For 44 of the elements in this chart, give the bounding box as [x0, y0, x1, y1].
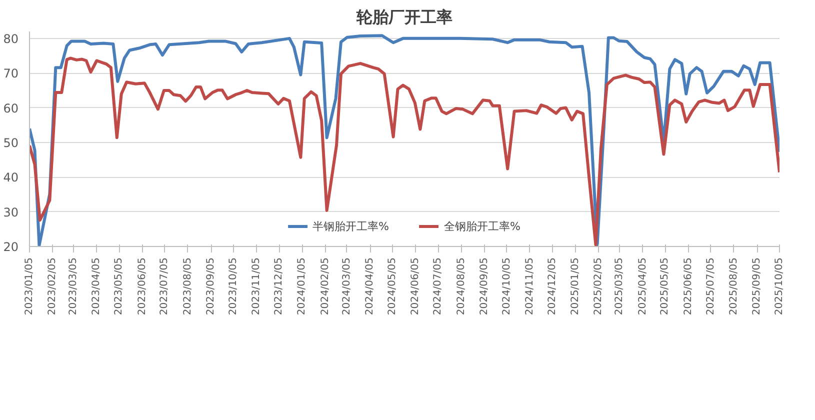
y-tick-label: 20: [3, 240, 19, 254]
x-tick-label: 2024/05/05: [387, 257, 398, 316]
y-tick-label: 60: [3, 101, 19, 116]
x-tick-label: 2024/02/05: [320, 257, 331, 316]
x-tick-label: 2023/01/05: [24, 257, 35, 316]
y-tick-label: 70: [3, 66, 19, 81]
x-tick-label: 2025/08/05: [728, 257, 740, 316]
legend-label: 半钢胎开工率%: [312, 218, 389, 234]
x-tick-label: 2024/11/05: [524, 257, 536, 316]
y-tick-label: 40: [3, 170, 19, 185]
x-tick-label: 2024/12/05: [546, 257, 558, 316]
x-tick-label: 2025/06/05: [682, 257, 694, 316]
x-tick-label: 2023/12/05: [274, 257, 284, 316]
legend-label: 全钢胎开工率%: [444, 218, 520, 234]
x-tick-label: 2025/10/05: [774, 257, 785, 316]
x-tick-label: 2023/03/05: [68, 257, 80, 316]
x-tick-label: 2025/02/05: [593, 257, 604, 316]
y-tick-label: 80: [3, 32, 19, 46]
x-tick-label: 2023/02/05: [47, 257, 58, 316]
x-tick-label: 2024/07/05: [432, 257, 444, 316]
chart-title: 轮胎厂开工率: [356, 8, 452, 26]
x-tick-label: 2024/09/05: [478, 257, 490, 316]
y-tick-label: 50: [3, 136, 19, 150]
x-tick-label: 2023/06/05: [136, 257, 148, 316]
x-tick-label: 2024/06/05: [410, 257, 422, 316]
x-tick-label: 2025/01/05: [570, 257, 582, 316]
x-tick-label: 2024/10/05: [501, 257, 512, 316]
x-tick-label: 2024/03/05: [341, 257, 352, 316]
x-tick-label: 2025/05/05: [660, 257, 671, 316]
x-tick-label: 2025/09/05: [752, 257, 763, 316]
x-tick-label: 2024/08/05: [456, 257, 467, 316]
x-tick-label: 2025/04/05: [637, 257, 648, 316]
x-tick-label: 2023/05/05: [114, 257, 125, 316]
x-tick-label: 2023/04/05: [91, 257, 102, 316]
x-tick-label: 2023/09/05: [206, 257, 217, 316]
x-tick-label: 2025/03/05: [614, 257, 626, 316]
x-tick-label: 2023/10/05: [228, 257, 239, 316]
x-tick-label: 2023/11/05: [251, 257, 262, 316]
x-tick-label: 2025/07/05: [705, 257, 716, 316]
y-tick-label: 30: [3, 205, 19, 220]
x-tick-label: 2023/07/05: [159, 257, 170, 316]
x-tick-label: 2023/08/05: [182, 257, 194, 316]
x-tick-label: 2024/04/05: [364, 257, 376, 316]
x-tick-label: 2024/01/05: [296, 257, 308, 316]
